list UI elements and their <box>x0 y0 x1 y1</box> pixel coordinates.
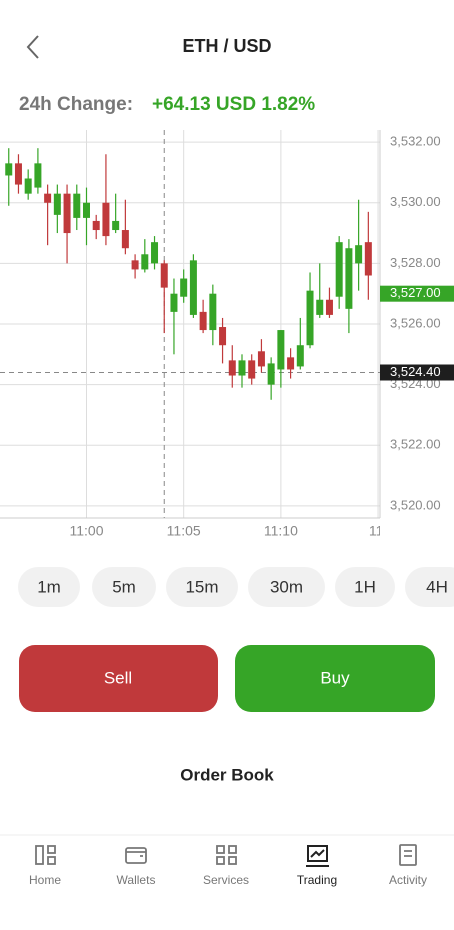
last-price-tag <box>380 285 454 302</box>
candle-body <box>267 363 275 385</box>
candle-body <box>287 357 295 370</box>
candle-body <box>151 242 159 264</box>
nav-label: Trading <box>297 873 337 887</box>
candle-body <box>160 263 168 288</box>
timeframe-button[interactable] <box>405 567 454 607</box>
candle-body <box>53 193 61 215</box>
page-title: ETH / USD <box>182 36 271 56</box>
timeframe-label: 5m <box>112 577 136 596</box>
crosshair-price-label: 3,524.40 <box>390 364 441 379</box>
change-value: +64.13 USD 1.82% <box>152 94 315 115</box>
candle-body <box>316 299 324 315</box>
timeframe-bar: 1m 5m 15m 30m 1H 4H <box>18 567 454 607</box>
sell-label: Sell <box>104 668 132 687</box>
candle-body <box>44 193 52 203</box>
candle-body <box>335 242 343 297</box>
x-tick-label: 11:00 <box>69 523 103 539</box>
change-label: 24h Change: <box>19 94 133 115</box>
nav-label: Activity <box>389 873 427 887</box>
candle-body <box>248 360 256 379</box>
candle-body <box>238 360 246 376</box>
candle-body <box>24 178 32 194</box>
candle-body <box>131 260 139 270</box>
candle-body <box>228 360 236 376</box>
last-price-label: 3,527.00 <box>390 285 441 300</box>
back-button[interactable] <box>26 35 39 59</box>
y-tick-label: 3,530.00 <box>390 194 441 209</box>
bottom-nav: Home Wallets Services Trading Activity <box>29 873 427 887</box>
order-book-title: Order Book <box>180 765 274 784</box>
candle-body <box>170 293 178 312</box>
candle-body <box>296 345 304 367</box>
candle-body <box>345 248 353 309</box>
buy-button[interactable] <box>235 645 435 712</box>
candle-body <box>82 202 90 218</box>
candle-body <box>189 260 197 315</box>
timeframe-label: 15m <box>185 577 218 596</box>
candle-body <box>63 193 71 234</box>
candle-body <box>325 299 333 315</box>
candle-body <box>209 293 217 331</box>
x-tick-label: 11: <box>369 523 387 539</box>
candle-body <box>5 163 13 176</box>
y-tick-label: 3,526.00 <box>390 315 441 330</box>
timeframe-label: 1H <box>354 577 376 596</box>
candle-body <box>364 242 372 276</box>
candle-body <box>277 330 285 370</box>
y-tick-label: 3,528.00 <box>390 255 441 270</box>
x-tick-label: 11:10 <box>264 523 298 539</box>
timeframe-button[interactable] <box>335 567 395 607</box>
candle-body <box>141 254 149 270</box>
timeframe-button[interactable] <box>92 567 156 607</box>
y-tick-label: 3,522.00 <box>390 437 441 452</box>
timeframe-button[interactable] <box>166 567 238 607</box>
crosshair-price-tag <box>380 364 454 381</box>
nav-icons <box>35 844 417 867</box>
candle-body <box>112 220 120 231</box>
nav-label: Wallets <box>117 873 156 887</box>
candle-body <box>355 245 363 264</box>
x-tick-label: 11:05 <box>167 523 201 539</box>
candle-body <box>73 193 81 218</box>
timeframe-label: 1m <box>37 577 61 596</box>
chart: 3,520.003,522.003,524.003,526.003,528.00… <box>0 130 454 539</box>
timeframe-label: 4H <box>426 577 448 596</box>
timeframe-button[interactable] <box>18 567 80 607</box>
candle-body <box>121 230 129 249</box>
candle-body <box>92 220 100 231</box>
y-tick-label: 3,532.00 <box>390 134 441 149</box>
candle-body <box>199 311 207 331</box>
timeframe-button[interactable] <box>248 567 325 607</box>
buy-label: Buy <box>320 668 350 687</box>
candle-body <box>257 351 265 367</box>
candle-body <box>306 290 314 346</box>
candle-body <box>219 327 227 346</box>
nav-label: Services <box>203 873 249 887</box>
y-tick-label: 3,520.00 <box>390 497 441 512</box>
sell-button[interactable] <box>19 645 218 712</box>
timeframe-label: 30m <box>270 577 303 596</box>
candle-body <box>102 202 110 237</box>
candle-body <box>14 163 22 185</box>
candle-body <box>34 163 42 188</box>
nav-label: Home <box>29 873 61 887</box>
candle-body <box>180 278 188 297</box>
